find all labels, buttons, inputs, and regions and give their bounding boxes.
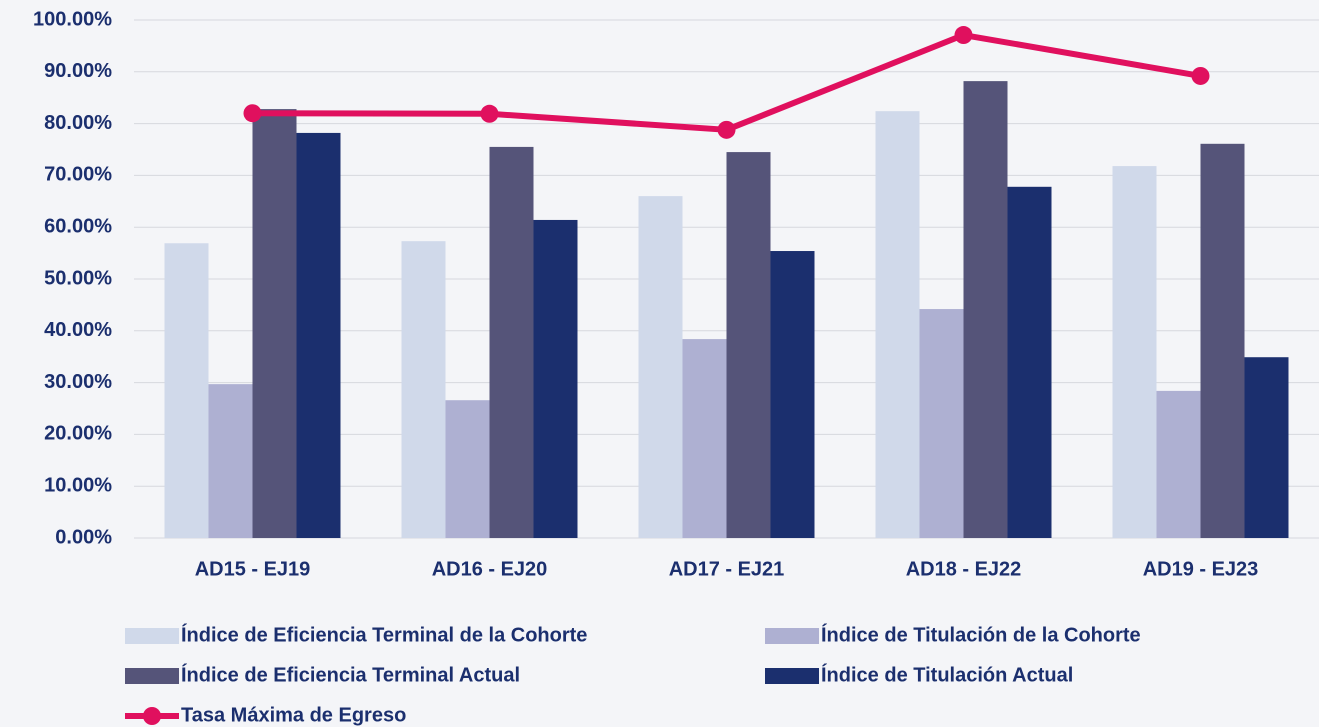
line-marker (954, 26, 973, 45)
bar (682, 339, 727, 538)
line-marker (1191, 66, 1210, 85)
x-tick-label: AD16 - EJ20 (432, 558, 548, 580)
legend-label: Índice de Titulación de la Cohorte (821, 623, 1141, 646)
legend-swatch (765, 668, 819, 684)
bar (401, 241, 446, 538)
bar (1244, 357, 1289, 538)
legend-label: Tasa Máxima de Egreso (181, 704, 406, 726)
x-tick-label: AD15 - EJ19 (195, 558, 311, 580)
legend-swatch (765, 628, 819, 644)
bar (1156, 390, 1201, 538)
legend-swatch (125, 668, 179, 684)
bar (1112, 166, 1157, 539)
x-tick-label: AD17 - EJ21 (669, 558, 785, 580)
legend-label: Índice de Titulación Actual (821, 663, 1073, 686)
line-marker (480, 104, 499, 123)
y-tick-label: 20.00% (44, 423, 112, 445)
bar (208, 384, 253, 538)
legend-swatch (125, 628, 179, 644)
bar (1200, 143, 1245, 538)
y-tick-label: 80.00% (44, 112, 112, 134)
line (252, 32, 1202, 133)
bar (533, 219, 578, 538)
y-tick-label: 10.00% (44, 474, 112, 496)
legend-swatch (143, 707, 161, 725)
y-tick-label: 70.00% (44, 164, 112, 186)
line-marker (243, 104, 262, 123)
bar (445, 400, 490, 538)
bar (726, 152, 771, 538)
bar (875, 111, 920, 538)
bar (963, 81, 1008, 539)
bar (770, 251, 815, 538)
y-tick-label: 40.00% (44, 319, 112, 341)
bar (638, 196, 683, 538)
y-tick-label: 50.00% (44, 267, 112, 289)
legend-label: Índice de Eficiencia Terminal Actual (181, 663, 520, 686)
y-tick-label: 60.00% (44, 215, 112, 237)
x-tick-label: AD18 - EJ22 (906, 558, 1022, 580)
bar (489, 146, 534, 538)
bar (252, 109, 297, 538)
bar (296, 132, 341, 538)
y-tick-label: 90.00% (44, 60, 112, 82)
line-marker (717, 120, 736, 139)
bar (164, 243, 209, 538)
bar (1007, 186, 1052, 538)
bar (919, 309, 964, 538)
y-tick-label: 30.00% (44, 371, 112, 393)
legend-label: Índice de Eficiencia Terminal de la Coho… (181, 623, 587, 646)
x-tick-label: AD19 - EJ23 (1143, 558, 1259, 580)
y-tick-label: 0.00% (55, 526, 112, 548)
y-tick-label: 100.00% (33, 8, 112, 30)
